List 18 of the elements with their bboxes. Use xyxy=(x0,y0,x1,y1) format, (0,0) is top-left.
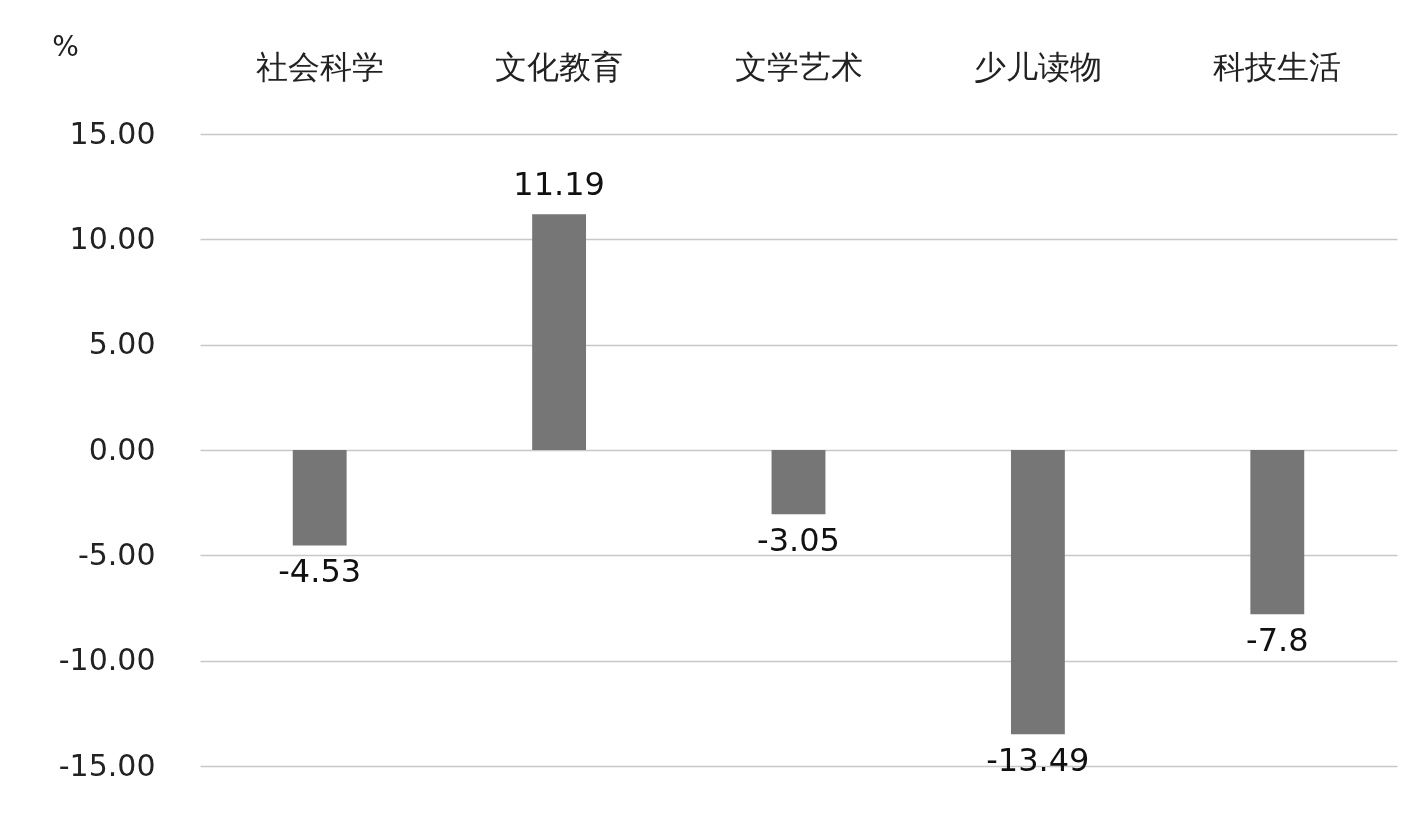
data-label: -13.49 xyxy=(986,741,1090,780)
x-tick-label: 文化教育 xyxy=(495,47,624,86)
x-tick-label: 社会科学 xyxy=(255,47,384,86)
x-tick-label: 文学艺术 xyxy=(734,47,863,86)
y-tick-label: -5.00 xyxy=(77,536,156,572)
y-tick-label: 10.00 xyxy=(69,220,156,256)
data-label: -3.05 xyxy=(757,521,840,560)
x-tick-label: 少儿读物 xyxy=(973,47,1102,86)
data-label: -4.53 xyxy=(278,552,362,591)
y-tick-label: 5.00 xyxy=(88,326,156,362)
y-tick-label: -15.00 xyxy=(58,747,156,783)
data-label: 11.19 xyxy=(513,165,605,204)
y-tick-label: 0.00 xyxy=(88,431,156,467)
x-tick-label: 科技生活 xyxy=(1213,47,1342,86)
y-tick-label: -10.00 xyxy=(58,642,156,678)
data-label: -7.8 xyxy=(1246,621,1309,660)
y-axis-title: % xyxy=(52,29,79,63)
y-tick-label: 15.00 xyxy=(69,115,156,151)
